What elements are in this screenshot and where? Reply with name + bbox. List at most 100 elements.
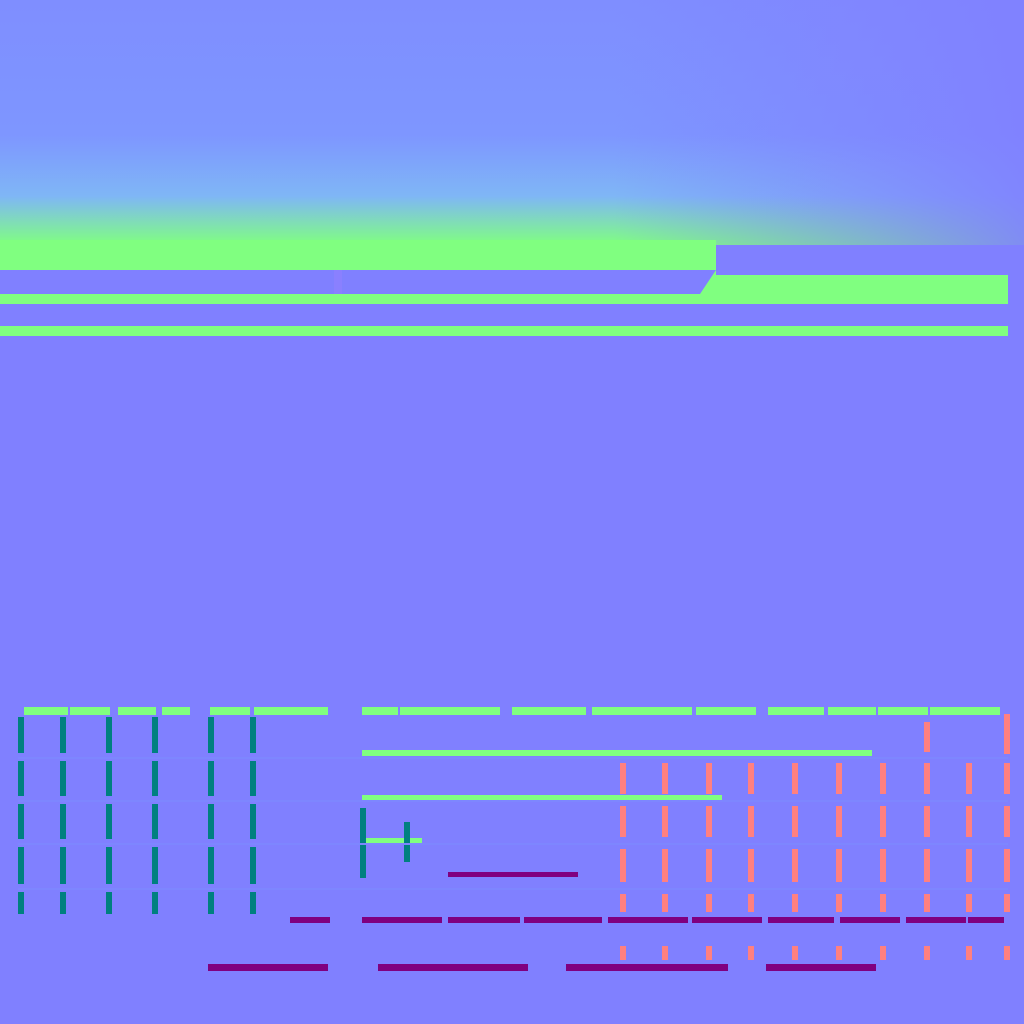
- key-right-edge-58: [924, 763, 930, 794]
- key-top-edge-2: [118, 707, 156, 715]
- key-top-edge-3: [162, 707, 190, 715]
- key-top-edge-7: [362, 707, 398, 715]
- key-right-edge-93: [706, 946, 712, 960]
- key-left-edge-38: [60, 847, 66, 884]
- key-top-edge-15: [930, 707, 1000, 715]
- key-top-edge-9: [512, 707, 586, 715]
- key-left-edge-44: [60, 892, 66, 914]
- horizontal-strips: [0, 240, 1008, 336]
- key-left-edge-24: [250, 717, 256, 753]
- key-top-edge-1: [70, 707, 110, 715]
- key-left-edge-41: [208, 847, 214, 884]
- key-grid-line-119: [18, 800, 1008, 802]
- key-top-edge-11: [696, 707, 756, 715]
- key-right-edge-101: [924, 722, 930, 752]
- key-right-edge-52: [662, 763, 668, 794]
- key-left-edge-50: [404, 822, 410, 862]
- key-right-edge-99: [966, 946, 972, 960]
- key-left-edge-35: [208, 804, 214, 839]
- key-right-edge-74: [748, 849, 754, 882]
- key-right-edge-70: [1004, 806, 1010, 837]
- key-right-edge-61: [620, 806, 626, 837]
- key-right-edge-84: [748, 894, 754, 912]
- key-right-edge-83: [706, 894, 712, 912]
- key-grid-line-118: [18, 757, 1008, 759]
- key-right-edge-64: [748, 806, 754, 837]
- key-right-edge-85: [792, 894, 798, 912]
- key-left-edge-48: [250, 892, 256, 914]
- key-top-edge-10: [592, 707, 692, 715]
- keyboard-edge-grid: [18, 707, 1010, 971]
- key-left-edge-25: [18, 761, 24, 796]
- key-right-edge-100: [1004, 946, 1010, 960]
- sky-fade: [0, 0, 1024, 245]
- key-top-edge-12: [768, 707, 824, 715]
- strip-middle-flat: [0, 304, 1008, 326]
- key-right-edge-97: [880, 946, 886, 960]
- key-right-edge-60: [1004, 763, 1010, 794]
- key-left-edge-43: [18, 892, 24, 914]
- strip-lower-green: [0, 326, 1008, 336]
- key-left-edge-30: [250, 761, 256, 796]
- key-right-edge-88: [924, 894, 930, 912]
- key-right-edge-62: [662, 806, 668, 837]
- key-bottom-edge-113: [208, 964, 328, 971]
- key-bottom-edge-109: [768, 917, 834, 923]
- key-bottom-edge-111: [906, 917, 966, 923]
- key-right-edge-86: [836, 894, 842, 912]
- key-right-edge-66: [836, 806, 842, 837]
- key-bottom-edge-114: [378, 964, 528, 971]
- key-bottom-edge-116: [766, 964, 876, 971]
- key-bottom-edge-106: [524, 917, 602, 923]
- key-right-edge-92: [662, 946, 668, 960]
- key-right-edge-96: [836, 946, 842, 960]
- strip-notch: [334, 270, 342, 294]
- key-left-edge-22: [152, 717, 158, 753]
- key-right-edge-90: [1004, 894, 1010, 912]
- key-left-edge-34: [152, 804, 158, 839]
- upper-gradient-region: [0, 0, 1024, 245]
- row-top-edge-17: [362, 795, 722, 801]
- key-grid-line-120: [18, 843, 1008, 845]
- key-left-edge-37: [18, 847, 24, 884]
- key-right-edge-73: [706, 849, 712, 882]
- key-right-edge-57: [880, 763, 886, 794]
- key-left-edge-45: [106, 892, 112, 914]
- key-right-edge-76: [836, 849, 842, 882]
- key-right-edge-67: [880, 806, 886, 837]
- key-top-edge-6: [294, 707, 328, 715]
- key-right-edge-91: [620, 946, 626, 960]
- key-right-edge-98: [924, 946, 930, 960]
- strip-upper-flat: [0, 270, 716, 294]
- key-left-edge-36: [250, 804, 256, 839]
- row-top-edge-16: [362, 750, 872, 756]
- key-right-edge-95: [792, 946, 798, 960]
- key-top-edge-8: [400, 707, 500, 715]
- key-right-edge-56: [836, 763, 842, 794]
- key-right-edge-75: [792, 849, 798, 882]
- key-left-edge-46: [152, 892, 158, 914]
- key-left-edge-32: [60, 804, 66, 839]
- key-right-edge-89: [966, 894, 972, 912]
- key-right-edge-51: [620, 763, 626, 794]
- key-top-edge-14: [878, 707, 928, 715]
- key-bottom-edge-115: [566, 964, 728, 971]
- row-top-edge-18: [362, 838, 422, 844]
- key-bottom-edge-107: [608, 917, 688, 923]
- key-top-edge-13: [828, 707, 876, 715]
- key-bottom-edge-108: [692, 917, 762, 923]
- key-bottom-edge-103: [290, 917, 330, 923]
- key-bottom-edge-112: [968, 917, 1004, 923]
- key-right-edge-59: [966, 763, 972, 794]
- key-top-edge-4: [210, 707, 250, 715]
- key-right-edge-53: [706, 763, 712, 794]
- key-right-edge-82: [662, 894, 668, 912]
- key-right-edge-78: [924, 849, 930, 882]
- key-right-edge-81: [620, 894, 626, 912]
- key-right-edge-80: [1004, 849, 1010, 882]
- key-right-edge-87: [880, 894, 886, 912]
- key-left-edge-33: [106, 804, 112, 839]
- key-right-edge-71: [620, 849, 626, 882]
- key-right-edge-68: [924, 806, 930, 837]
